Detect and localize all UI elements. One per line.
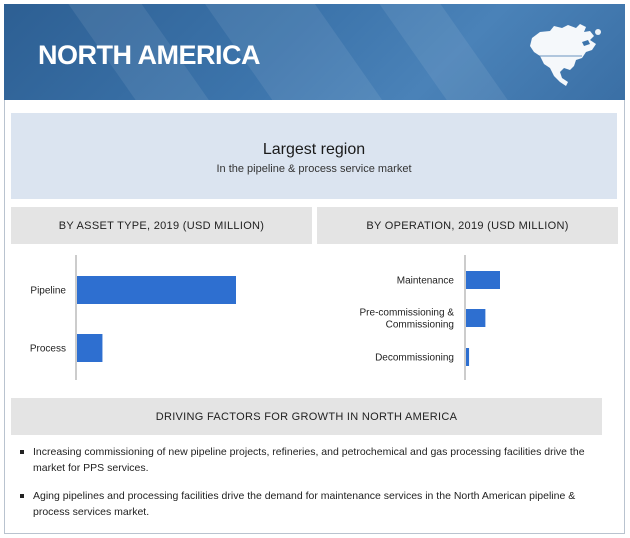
region-title: NORTH AMERICA bbox=[38, 40, 261, 70]
largest-region-subtitle: In the pipeline & process service market bbox=[216, 163, 412, 175]
bullet-icon bbox=[20, 450, 24, 454]
asset-type-panel-title: BY ASSET TYPE, 2019 (USD MILLION) bbox=[11, 207, 312, 244]
largest-region-title: Largest region bbox=[262, 141, 366, 158]
operation-panel-title: BY OPERATION, 2019 (USD MILLION) bbox=[317, 207, 618, 244]
bar bbox=[466, 309, 486, 327]
bar bbox=[466, 271, 500, 289]
operation-bar-chart: Maintenance Pre-commissioning & Commission… bbox=[360, 255, 500, 380]
driver-text: Aging pipelines and processing facilitie… bbox=[33, 490, 576, 518]
driver-item: Increasing commissioning of new pipeline… bbox=[20, 444, 600, 476]
tick-label: Decommissioning bbox=[375, 353, 454, 364]
tick-label: Maintenance bbox=[397, 276, 455, 287]
bar bbox=[77, 334, 103, 362]
driver-item: Aging pipelines and processing facilitie… bbox=[20, 488, 600, 520]
asset-type-bar-chart: Pipeline Process bbox=[30, 255, 236, 380]
north-america-map-icon bbox=[530, 24, 601, 86]
bullet-icon bbox=[20, 494, 24, 498]
tick-label: Pre-commissioning & Commissioning bbox=[360, 308, 455, 331]
header-banner: NORTH AMERICA bbox=[4, 4, 625, 100]
bar bbox=[466, 348, 470, 366]
bar bbox=[77, 276, 236, 304]
driver-text: Increasing commissioning of new pipeline… bbox=[33, 446, 585, 474]
driving-factors-list: Increasing commissioning of new pipeline… bbox=[20, 444, 600, 532]
tick-label: Pipeline bbox=[30, 286, 66, 297]
driving-factors-title: DRIVING FACTORS FOR GROWTH IN NORTH AMER… bbox=[11, 398, 602, 435]
tick-label: Process bbox=[30, 344, 66, 355]
largest-region-box: Largest region In the pipeline & process… bbox=[11, 113, 617, 199]
